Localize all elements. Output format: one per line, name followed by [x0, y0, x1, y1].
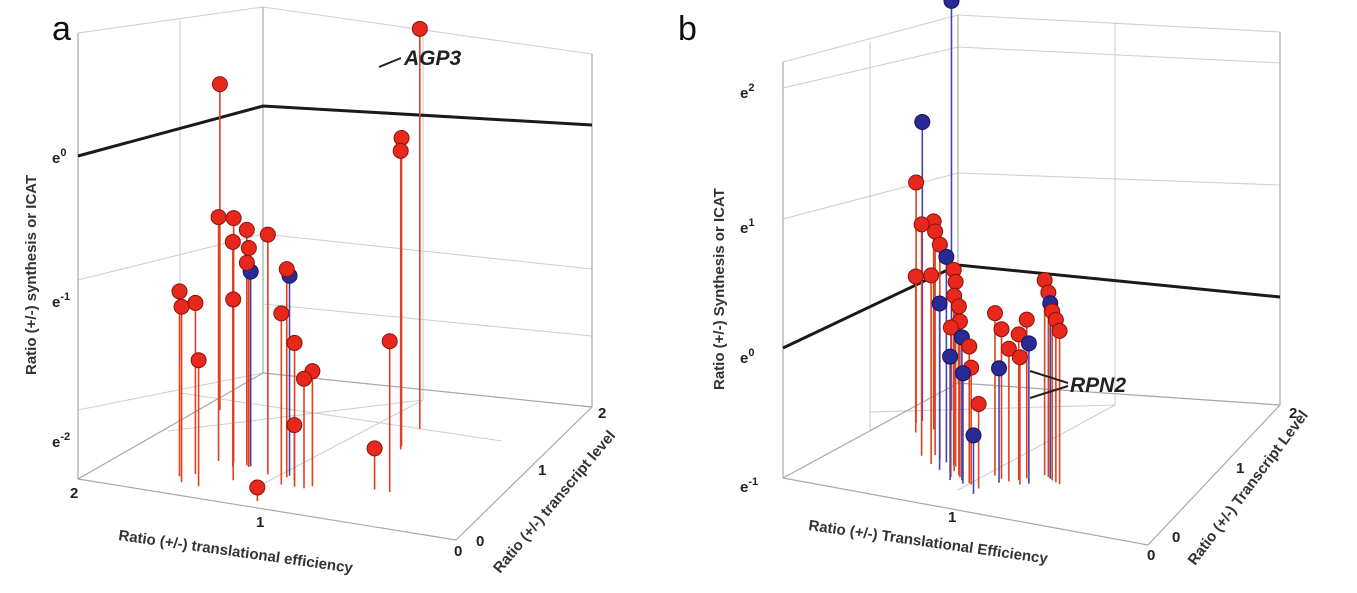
panel-b-point-1 — [914, 113, 931, 130]
panel-a-point-22 — [190, 352, 207, 369]
panel-a-point-0 — [211, 76, 228, 93]
panel-b-chart: b RPN2 — [678, 0, 1312, 568]
panel-b-y-tick-0: 0 — [1172, 529, 1180, 546]
panel-a-y-axis-label: Ratio (+/-) transcript level — [490, 427, 619, 576]
panel-b-point-33 — [993, 321, 1010, 338]
panel-a-z-tick-e-2: e-2 — [52, 431, 70, 451]
panel-b-z-axis-label: Ratio (+/-) Synthesis or ICAT — [711, 188, 728, 390]
panel-a-point-17 — [173, 298, 190, 315]
panel-b-point-8 — [938, 248, 955, 265]
panel-a-z-tick-e-1: e-1 — [52, 291, 70, 311]
panel-a-point-6 — [224, 233, 241, 250]
panel-a-stems — [178, 28, 421, 502]
panel-a-letter: a — [52, 10, 71, 48]
panel-b-annotation-rpn2: RPN2 — [1070, 374, 1126, 397]
panel-b-point-34 — [987, 305, 1003, 322]
panel-b-point-36 — [970, 395, 987, 412]
panel-b-point-31 — [1000, 340, 1017, 357]
panel-b-point-35 — [991, 360, 1008, 377]
panel-a-y-tick-2: 2 — [598, 405, 606, 422]
panel-a-x-tick-2: 2 — [70, 485, 78, 502]
panel-a-point-19 — [286, 334, 303, 351]
panel-b-point-18 — [961, 338, 978, 355]
panel-b-point-27 — [1051, 322, 1068, 339]
panel-a-x-axis-label: Ratio (+/-) translational efficiency — [117, 527, 354, 577]
panel-a-point-12 — [278, 261, 295, 278]
panel-b-z-tick-e0: e0 — [740, 347, 754, 367]
panel-b-point-16 — [942, 319, 959, 336]
panel-b-point-7 — [931, 236, 948, 253]
panel-b-rpn2-callout-line-upper — [1029, 370, 1069, 384]
panel-a-point-20 — [296, 370, 312, 387]
panel-a-points — [171, 20, 428, 496]
panel-b-point-21 — [954, 365, 971, 382]
panel-a-z-axis-label: Ratio (+/-) synthesis or ICAT — [23, 175, 40, 375]
panel-b-grid — [782, 14, 1281, 491]
panel-a-point-24 — [381, 333, 398, 350]
panel-b-point-4 — [907, 268, 924, 285]
panel-a-point-14 — [225, 291, 242, 308]
panel-a-x-tick-1: 1 — [256, 514, 264, 531]
panel-a-point-7 — [238, 221, 255, 238]
panel-b-point-2 — [908, 174, 925, 191]
panel-a-point-15 — [187, 294, 204, 311]
panel-b-z-tick-e1: e1 — [740, 217, 754, 237]
panel-a-point-16 — [171, 283, 188, 300]
panel-a-z-tick-e0: e0 — [52, 147, 66, 167]
panel-a-z-tick-e-1-exp: -1 — [60, 291, 70, 303]
panel-b-point-14 — [950, 298, 967, 315]
panel-b-z-tick-e1-exp: 1 — [748, 217, 754, 229]
panel-b-points — [907, 0, 1068, 444]
panel-b-point-19 — [942, 348, 959, 365]
panel-b-e0-plane — [782, 263, 1281, 350]
panel-b-point-37 — [965, 427, 982, 444]
panel-a-grid — [77, 6, 593, 485]
panel-b-x-tick-0: 0 — [1147, 547, 1155, 564]
panel-a-point-23 — [286, 417, 303, 434]
panel-a-x-tick-0: 0 — [454, 543, 462, 560]
panel-a-point-26 — [366, 440, 383, 457]
panel-a-point-9 — [238, 254, 255, 271]
panel-b-point-0 — [943, 0, 960, 9]
panel-b-point-13 — [931, 295, 948, 312]
panel-a-z-tick-e-2-exp: -2 — [60, 431, 70, 443]
panel-b-letter: b — [678, 10, 697, 48]
panel-a-e0-plane — [77, 104, 593, 158]
panel-a-point-4 — [210, 209, 227, 226]
panel-a-annotation-agp3: AGP3 — [403, 47, 462, 70]
panel-b-point-10 — [947, 273, 964, 290]
panel-b-z-tick-e2-exp: 2 — [748, 82, 754, 94]
panel-b-z-tick-e-1-exp: -1 — [748, 476, 758, 488]
panel-b-x-tick-1: 1 — [948, 509, 956, 526]
panel-b-x-axis-label: Ratio (+/-) Translational Efficiency — [807, 517, 1049, 568]
panel-a-chart: a A — [23, 6, 619, 577]
panel-a-point-25 — [249, 479, 266, 496]
panel-b-z-tick-e-1: e-1 — [740, 476, 758, 496]
panel-b-point-29 — [1010, 326, 1027, 343]
panel-b-z-tick-e0-exp: 0 — [748, 347, 754, 359]
panel-b-point-28 — [1018, 311, 1035, 328]
panel-a-point-11 — [259, 226, 276, 243]
panel-b-point-32 — [1011, 349, 1028, 366]
panel-a-point-8 — [240, 239, 257, 256]
panel-b-frame — [782, 15, 1281, 546]
panel-b-y-tick-2: 2 — [1289, 405, 1297, 422]
panel-b-z-tick-e2: e2 — [740, 82, 754, 102]
panel-a-point-3 — [392, 142, 409, 159]
panel-b-point-5 — [913, 216, 930, 233]
panel-b-y-axis-label: Ratio (+/-) Transcript Level — [1185, 407, 1312, 568]
panel-a-agp3-callout-line — [378, 57, 402, 68]
panel-a-frame — [77, 7, 593, 541]
panel-a-point-5 — [225, 210, 242, 227]
panel-a-y-tick-0: 0 — [476, 533, 484, 550]
panel-b-y-tick-1: 1 — [1236, 460, 1244, 477]
panel-b-rpn2-callout-line-lower — [1029, 385, 1069, 399]
panel-a-z-tick-e0-exp: 0 — [60, 147, 66, 159]
panel-b-point-11 — [923, 267, 940, 284]
panel-a-point-18 — [273, 305, 290, 322]
panel-a-y-tick-1: 1 — [538, 462, 546, 479]
panel-b-point-30 — [1020, 335, 1037, 352]
panel-a-point-1 — [411, 20, 428, 37]
